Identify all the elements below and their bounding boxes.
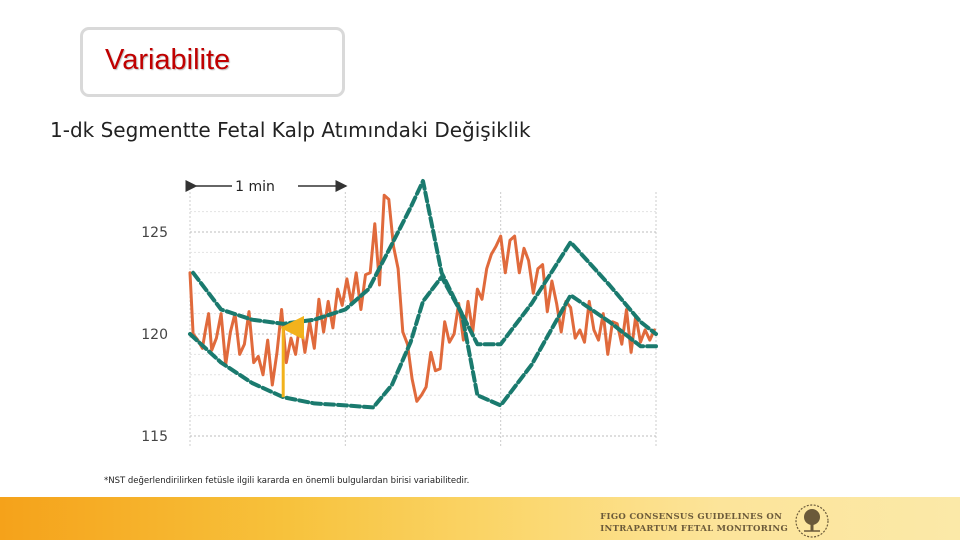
bottom-bar (0, 497, 960, 540)
y-tick-label-125: 125 (141, 225, 168, 241)
y-axis-ticks: 115 120 125 (141, 225, 168, 445)
lower-envelope-line (188, 274, 658, 410)
figo-logo-line2: INTRAPARTUM FETAL MONITORING (600, 524, 788, 534)
figo-logo-line1: FIGO CONSENSUS GUIDELINES ON (600, 512, 783, 522)
slide-title: Variabilite (105, 44, 231, 76)
series (188, 179, 658, 410)
y-tick-label-115: 115 (141, 429, 168, 445)
title-box: Variabilite (80, 27, 345, 97)
time-annotation-label: 1 min (235, 179, 275, 195)
heart-rate-trace-line (188, 193, 656, 403)
footnote: *NST değerlendirilirken fetüsle ilgili k… (104, 476, 470, 486)
tree-icon (795, 504, 829, 538)
figo-logo-text: FIGO CONSENSUS GUIDELINES ON INTRAPARTUM… (600, 511, 788, 535)
y-tick-label-120: 120 (141, 327, 168, 343)
slide-subtitle: 1-dk Segmentte Fetal Kalp Atımındaki Değ… (50, 118, 531, 142)
time-annotation: 1 min (185, 179, 348, 195)
